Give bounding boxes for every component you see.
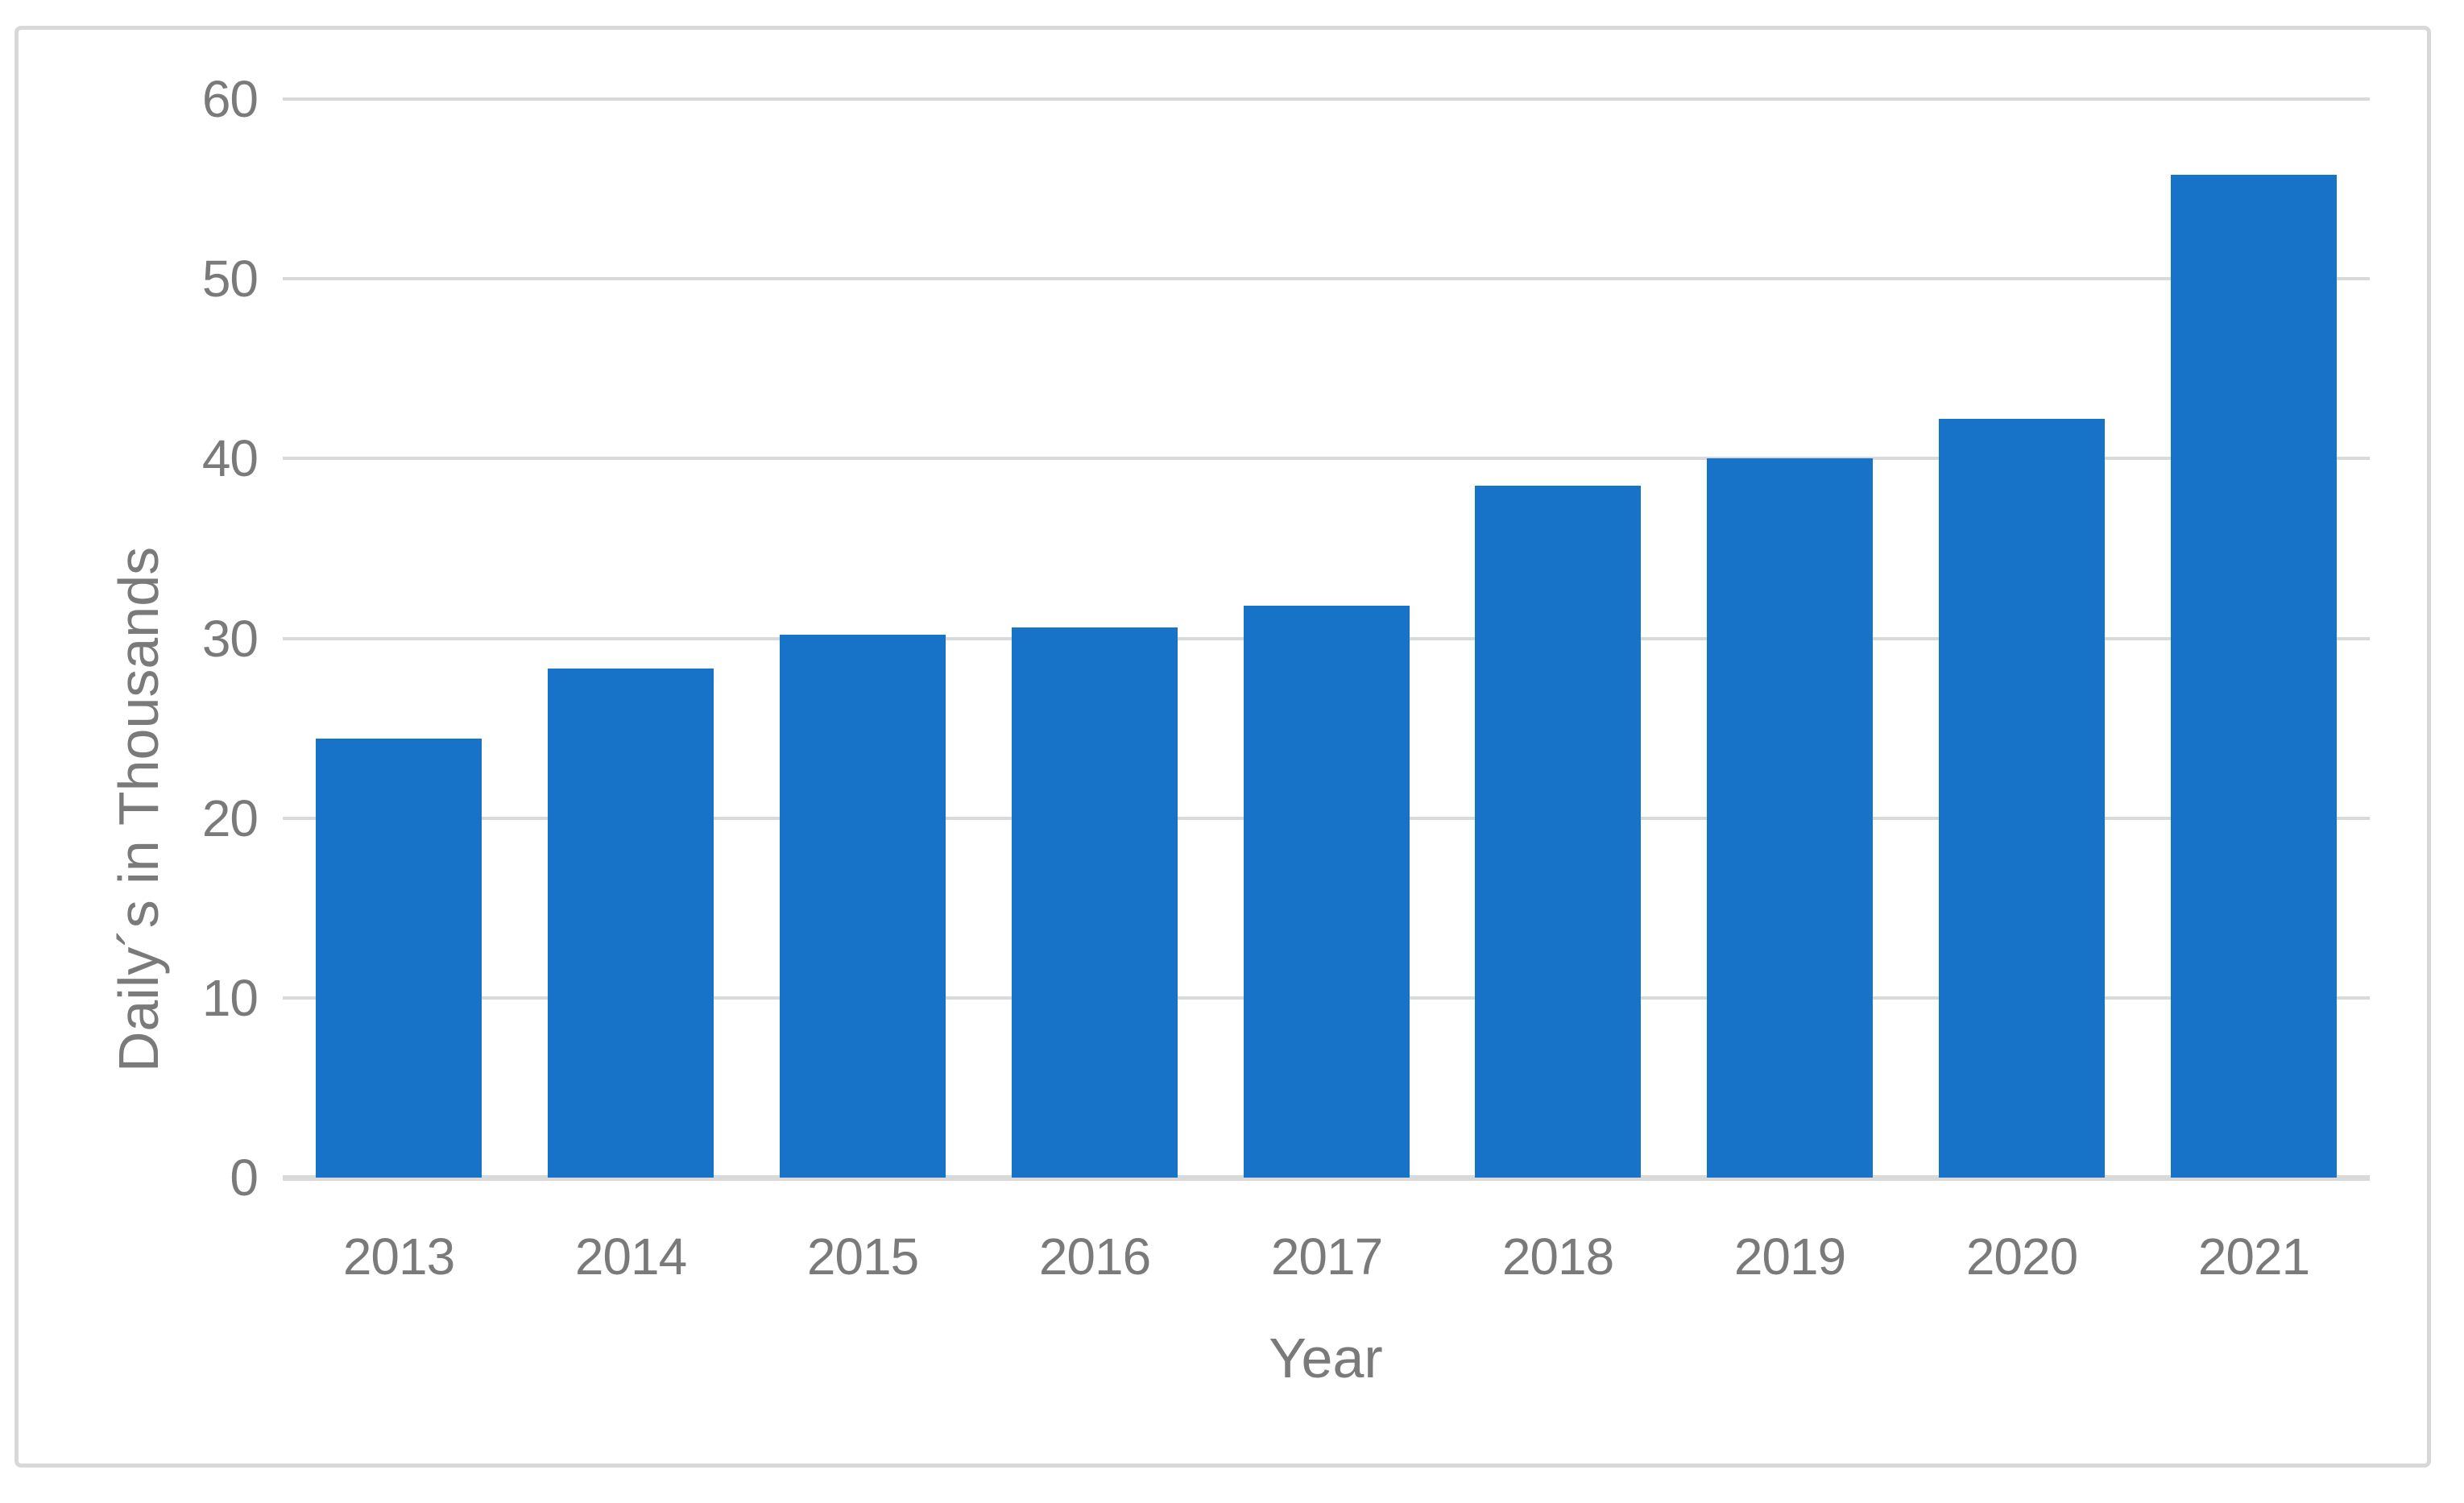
y-tick-label-50: 50 <box>201 250 259 308</box>
y-tick-label-0: 0 <box>230 1149 259 1207</box>
x-tick-label-2014: 2014 <box>574 1228 687 1286</box>
x-tick-label-2018: 2018 <box>1501 1228 1614 1286</box>
x-axis-title: Year <box>1269 1327 1383 1389</box>
y-tick-label-60: 60 <box>201 70 259 128</box>
x-tick-label-2015: 2015 <box>806 1228 919 1286</box>
y-tick-label-10: 10 <box>201 969 259 1027</box>
y-tick-label-20: 20 <box>201 789 259 847</box>
bar-2020 <box>1939 419 2105 1178</box>
bar-2019 <box>1707 458 1873 1178</box>
gridline-y40 <box>283 457 2370 460</box>
bar-2018 <box>1475 486 1641 1178</box>
x-axis-line <box>283 1175 2370 1181</box>
x-tick-label-2020: 2020 <box>1965 1228 2078 1286</box>
y-tick-label-40: 40 <box>201 429 259 487</box>
x-tick-label-2013: 2013 <box>342 1228 455 1286</box>
y-tick-label-30: 30 <box>201 610 259 668</box>
bar-2014 <box>548 669 714 1178</box>
bar-2017 <box>1244 606 1410 1178</box>
bar-2013 <box>316 739 482 1178</box>
x-tick-label-2017: 2017 <box>1270 1228 1383 1286</box>
gridline-y60 <box>283 97 2370 101</box>
x-tick-label-2021: 2021 <box>2197 1228 2310 1286</box>
bar-2015 <box>780 635 946 1178</box>
x-tick-label-2019: 2019 <box>1733 1228 1846 1286</box>
x-tick-label-2016: 2016 <box>1038 1228 1151 1286</box>
bar-2016 <box>1012 627 1178 1178</box>
chart-border <box>14 26 2431 1468</box>
gridline-y50 <box>283 277 2370 280</box>
bar-2021 <box>2171 175 2337 1178</box>
